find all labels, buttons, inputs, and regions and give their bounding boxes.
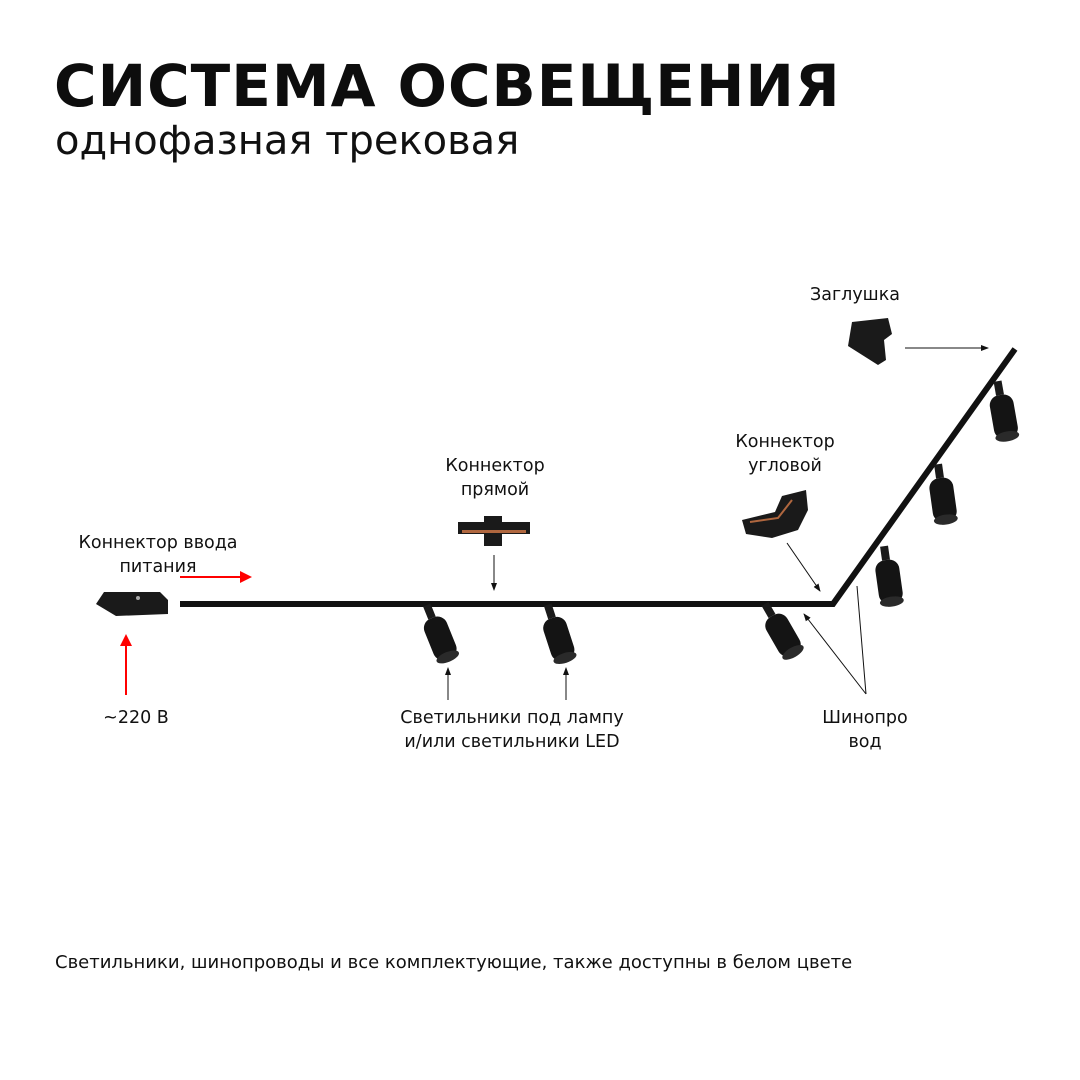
corner-connector-image <box>742 490 808 538</box>
corner-connector-label: Коннектор угловой <box>715 430 855 478</box>
page-title: СИСТЕМА ОСВЕЩЕНИЯ <box>54 52 841 120</box>
label-line: и/или светильники LED <box>404 732 620 752</box>
spotlight <box>415 600 461 667</box>
straight-connector-label: Коннектор прямой <box>425 454 565 502</box>
track-busbar <box>180 347 1018 607</box>
spotlight <box>985 379 1020 444</box>
label-line: Коннектор ввода <box>78 533 238 553</box>
footer-note: Светильники, шинопроводы и все комплекту… <box>55 952 853 973</box>
power-connector-image <box>96 592 168 616</box>
track-arrow <box>856 585 867 695</box>
end-cap-label: Заглушка <box>810 285 900 305</box>
track-arrow <box>803 613 867 695</box>
label-line: прямой <box>460 480 530 500</box>
spotlight <box>926 462 959 527</box>
track-label: Шинопро вод <box>815 706 915 754</box>
spotlight <box>754 597 806 663</box>
fixtures-label: Светильники под лампу и/или светильники … <box>370 706 654 754</box>
label-line: вод <box>848 732 882 752</box>
label-line: Шинопро <box>822 708 908 728</box>
corner-connector-arrow <box>786 542 821 592</box>
label-line: Коннектор <box>445 456 545 476</box>
label-line: Коннектор <box>735 432 835 452</box>
spotlight <box>872 544 905 609</box>
label-line: Светильники под лампу <box>400 708 624 728</box>
end-cap-image <box>848 318 892 365</box>
label-line: угловой <box>748 456 822 476</box>
label-line: питания <box>119 557 197 577</box>
spotlight <box>536 600 578 667</box>
voltage-label: ~220 В <box>103 708 169 728</box>
straight-connector-image <box>458 516 530 546</box>
power-connector-label: Коннектор ввода питания <box>68 531 248 579</box>
page-subtitle: однофазная трековая <box>55 118 520 164</box>
